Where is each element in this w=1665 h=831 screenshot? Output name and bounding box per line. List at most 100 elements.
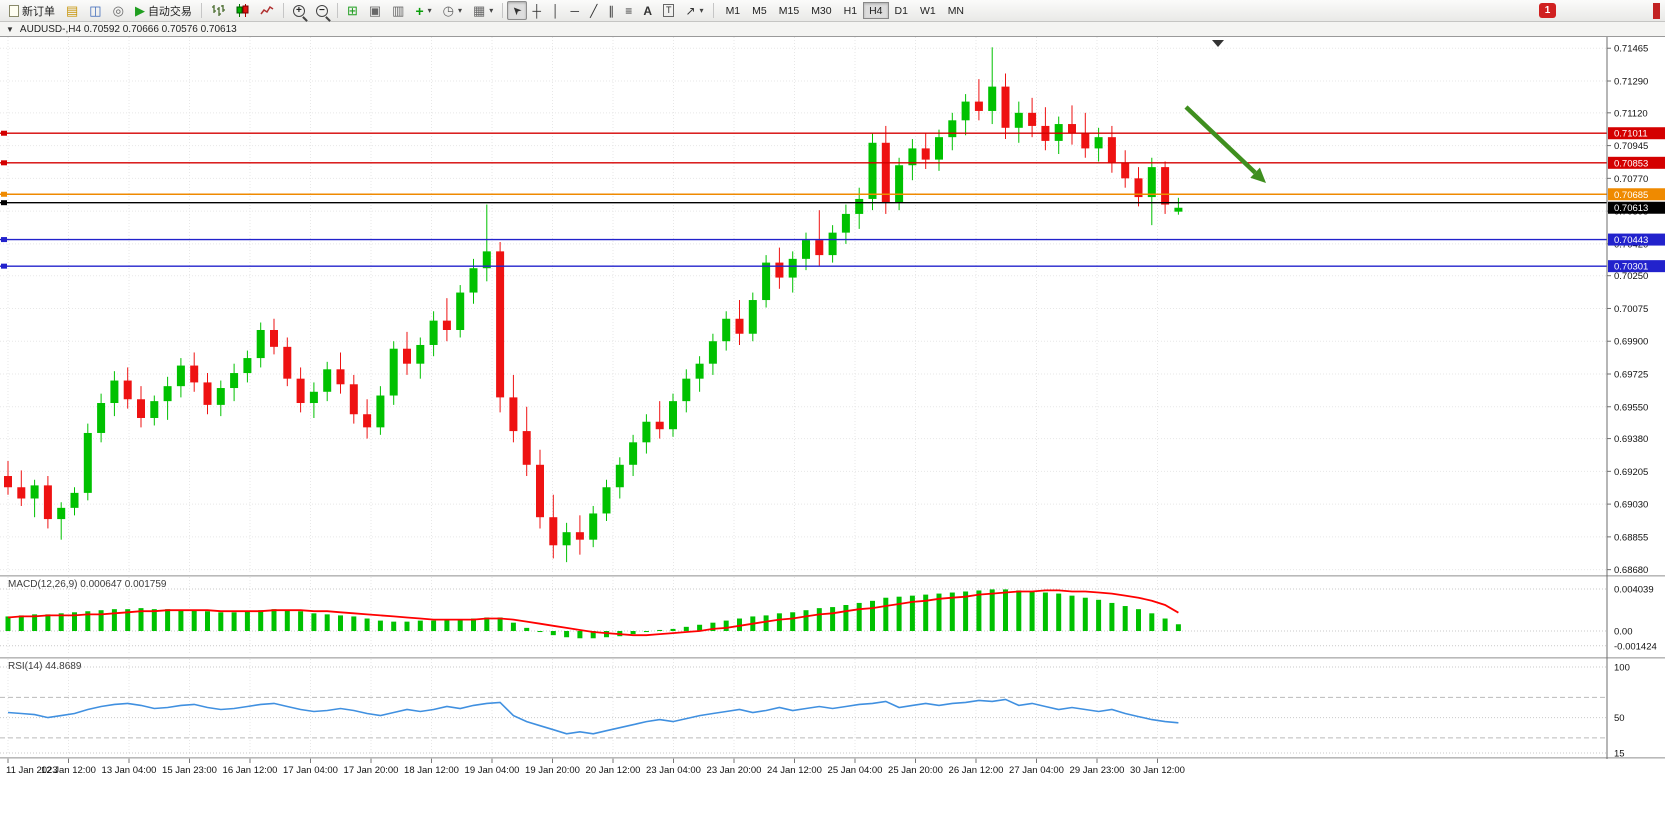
price-axis-label: 0.69725 xyxy=(1614,369,1648,380)
trend-arrow-shaft[interactable] xyxy=(1184,105,1257,175)
price-line-badge xyxy=(1608,127,1665,140)
macd-histogram-bar xyxy=(471,618,476,631)
cursor-tool-button[interactable]: ➤ xyxy=(507,1,527,20)
macd-histogram-bar xyxy=(444,619,450,631)
zoom-out-button[interactable]: − xyxy=(311,1,333,20)
candle-bull xyxy=(230,373,239,389)
hline-handle[interactable] xyxy=(1,130,7,136)
candle-bull xyxy=(1174,207,1183,212)
macd-histogram-bar xyxy=(484,617,490,631)
macd-histogram-bar xyxy=(377,620,383,631)
candle-bull xyxy=(948,120,957,138)
candle-bull xyxy=(695,363,704,379)
panel-separator[interactable] xyxy=(0,757,1665,759)
macd-histogram-bar xyxy=(165,609,171,631)
candle-bear xyxy=(735,318,744,334)
cascade-windows-button[interactable]: ▣ xyxy=(364,1,386,20)
macd-signal-line xyxy=(7,589,1179,637)
timeframe-m5[interactable]: M5 xyxy=(746,2,773,19)
price-axis-label: 0.69380 xyxy=(1614,434,1648,445)
timeframe-mn[interactable]: MN xyxy=(942,2,970,19)
periods-button[interactable]: ◷ ▾ xyxy=(438,1,467,20)
timeframe-h4[interactable]: H4 xyxy=(863,2,889,19)
hline-handle[interactable] xyxy=(1,191,7,197)
timeframe-h1[interactable]: H1 xyxy=(838,2,863,19)
bar-chart-button[interactable] xyxy=(206,1,230,20)
text-tool-button[interactable]: A xyxy=(638,1,657,20)
alert-icon[interactable] xyxy=(1653,2,1660,19)
indicators-button[interactable]: + ▾ xyxy=(410,1,436,20)
time-axis-label: 20 Jan 12:00 xyxy=(586,765,641,776)
tile-windows-button[interactable]: ⊞ xyxy=(342,1,363,20)
zoom-in-button[interactable]: + xyxy=(288,1,310,20)
arrange-windows-button[interactable]: ▥ xyxy=(387,1,409,20)
notification-badge[interactable]: 1 xyxy=(1539,3,1556,18)
timeframe-m1[interactable]: M1 xyxy=(720,2,747,19)
hline-handle[interactable] xyxy=(1,200,7,206)
add-indicator-icon: + xyxy=(415,2,424,19)
macd-histogram-bar xyxy=(870,600,875,631)
macd-histogram-bar xyxy=(271,609,277,631)
candle-bear xyxy=(283,346,292,379)
candle-bull xyxy=(456,292,465,330)
data-window-button[interactable]: ◫ xyxy=(84,1,106,20)
trendline-tool-button[interactable]: ╱ xyxy=(585,1,602,20)
text-label-tool-button[interactable]: T xyxy=(658,1,680,20)
timeframe-m15[interactable]: M15 xyxy=(773,2,805,19)
chart-shift-marker[interactable] xyxy=(1212,40,1224,47)
window-menu-icon[interactable]: ▼ xyxy=(6,24,14,34)
candle-bear xyxy=(921,148,930,160)
timeframe-w1[interactable]: W1 xyxy=(914,2,942,19)
candle-bear xyxy=(1068,124,1076,134)
chevron-down-icon: ▾ xyxy=(489,6,494,15)
candle-bear xyxy=(137,399,145,418)
market-watch-button[interactable]: ▤ xyxy=(61,1,83,20)
price-axis-label: 0.69030 xyxy=(1614,500,1648,511)
macd-label: MACD(12,26,9) 0.000647 0.001759 xyxy=(8,579,167,590)
candle-bear xyxy=(403,348,411,364)
candle-bear xyxy=(575,532,584,540)
bid-price-badge xyxy=(1608,201,1665,214)
time-axis-label: 27 Jan 04:00 xyxy=(1009,765,1064,776)
macd-histogram-bar xyxy=(85,611,91,631)
line-chart-button[interactable] xyxy=(255,1,279,20)
candle-bear xyxy=(655,421,664,430)
timeframe-d1[interactable]: D1 xyxy=(889,2,914,19)
chart-canvas[interactable]: 0.714650.712900.711200.709450.707700.705… xyxy=(0,37,1665,780)
trend-arrow-head[interactable] xyxy=(1250,167,1266,183)
horizontal-line-tool-button[interactable]: ─ xyxy=(566,1,585,20)
time-axis-label: 25 Jan 20:00 xyxy=(888,765,943,776)
macd-histogram-bar xyxy=(537,631,543,633)
hline-handle[interactable] xyxy=(1,160,7,166)
autotrade-button[interactable]: ▶ 自动交易 xyxy=(130,1,197,20)
macd-histogram-bar xyxy=(830,607,836,631)
navigator-button[interactable]: ◎ xyxy=(108,1,129,20)
macd-histogram-bar xyxy=(284,610,290,631)
price-axis-label: 0.70770 xyxy=(1614,174,1648,185)
hline-handle[interactable] xyxy=(1,237,7,243)
price-line-badge xyxy=(1608,260,1665,273)
candlestick-chart-button[interactable] xyxy=(231,1,254,20)
vertical-line-tool-button[interactable]: │ xyxy=(547,1,565,20)
panel-separator[interactable] xyxy=(0,657,1665,659)
panel-separator[interactable] xyxy=(0,575,1665,577)
new-order-button[interactable]: 新订单 xyxy=(4,1,60,20)
candle-bull xyxy=(389,348,398,396)
cursor-icon: ➤ xyxy=(509,2,525,18)
candle-bull xyxy=(682,378,691,402)
channel-tool-button[interactable]: ∥ xyxy=(603,1,619,20)
arrows-tool-button[interactable]: ↗ ▾ xyxy=(680,1,708,20)
time-axis-label: 13 Jan 04:00 xyxy=(102,765,157,776)
fibonacci-tool-button[interactable]: ≡ xyxy=(620,1,637,20)
trendline-icon: ╱ xyxy=(590,3,598,18)
time-axis-label: 25 Jan 04:00 xyxy=(828,765,883,776)
templates-button[interactable]: ▦ ▾ xyxy=(468,1,498,20)
macd-histogram-bar xyxy=(1175,624,1181,631)
hline-handle[interactable] xyxy=(1,263,7,269)
timeframe-group: M1 M5 M15 M30 H1 H4 D1 W1 MN xyxy=(720,2,970,19)
time-axis-label: 18 Jan 12:00 xyxy=(404,765,459,776)
candle-bull xyxy=(163,386,172,402)
timeframe-m30[interactable]: M30 xyxy=(805,2,837,19)
crosshair-tool-button[interactable]: ┼ xyxy=(528,1,547,20)
macd-histogram-bar xyxy=(1096,599,1102,631)
